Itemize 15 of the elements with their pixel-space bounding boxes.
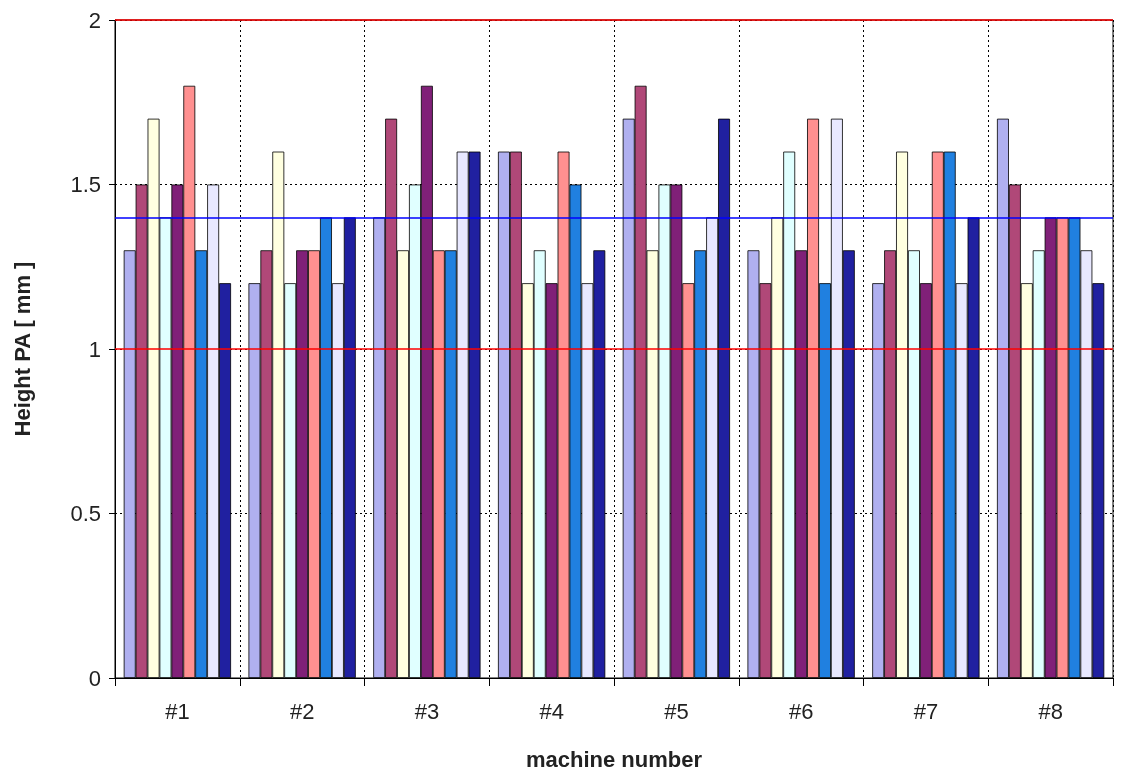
x-tick-label: #2 xyxy=(289,698,315,724)
y-tick-label: 0 xyxy=(88,665,101,691)
x-axis-title: machine number xyxy=(525,746,703,772)
x-tick-label: #7 xyxy=(913,698,939,724)
y-tick-label: 1 xyxy=(88,336,101,362)
y-axis-title: Height PA [ mm ] xyxy=(9,261,35,437)
x-tick-label: #6 xyxy=(788,698,814,724)
x-tick-label: #5 xyxy=(664,698,689,724)
x-tick-label: #3 xyxy=(414,698,440,724)
y-tick-label: 0.5 xyxy=(70,501,101,526)
x-tick-label: #4 xyxy=(539,698,564,724)
y-tick-label: 1.5 xyxy=(70,172,101,197)
x-tick-label: #8 xyxy=(1038,698,1063,724)
x-tick-label: #1 xyxy=(165,698,190,724)
y-tick-label: 2 xyxy=(88,7,101,33)
